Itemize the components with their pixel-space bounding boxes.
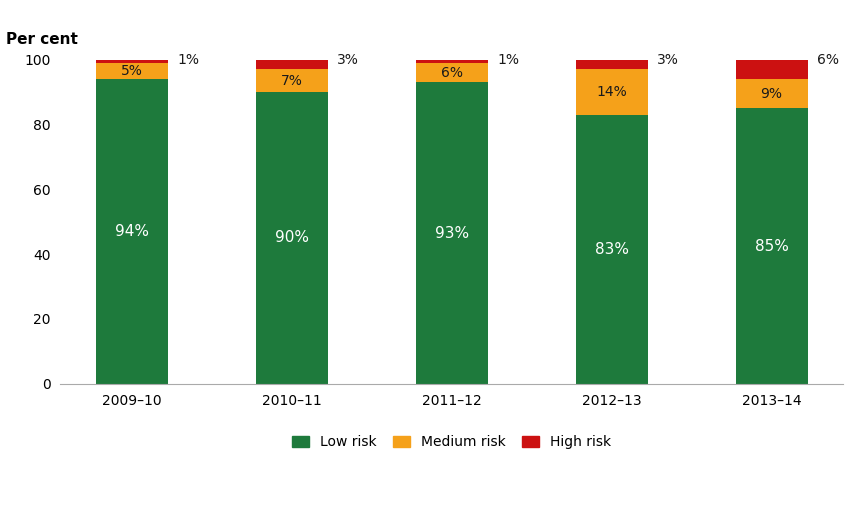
Text: 83%: 83%: [595, 242, 629, 257]
Text: 93%: 93%: [434, 226, 469, 241]
Bar: [735, 60, 807, 79]
Bar: [256, 92, 328, 384]
Text: Per cent: Per cent: [6, 32, 77, 47]
Bar: [96, 79, 168, 384]
Text: 14%: 14%: [596, 85, 627, 99]
Text: 3%: 3%: [657, 53, 679, 67]
Text: 6%: 6%: [440, 66, 463, 80]
Bar: [256, 69, 328, 92]
Bar: [416, 60, 488, 63]
Text: 90%: 90%: [275, 231, 309, 245]
Text: 3%: 3%: [338, 53, 359, 67]
Bar: [416, 63, 488, 83]
Bar: [576, 60, 648, 69]
Bar: [256, 60, 328, 69]
Bar: [735, 108, 807, 384]
Text: 1%: 1%: [497, 53, 519, 67]
Bar: [96, 60, 168, 63]
Bar: [416, 83, 488, 384]
Bar: [96, 63, 168, 79]
Bar: [576, 115, 648, 384]
Text: 6%: 6%: [817, 53, 839, 67]
Text: 1%: 1%: [177, 53, 200, 67]
Text: 7%: 7%: [281, 74, 303, 88]
Text: 9%: 9%: [760, 87, 782, 101]
Text: 94%: 94%: [115, 224, 149, 239]
Legend: Low risk, Medium risk, High risk: Low risk, Medium risk, High risk: [286, 429, 617, 455]
Text: 85%: 85%: [755, 239, 788, 254]
Bar: [735, 79, 807, 108]
Bar: [576, 69, 648, 115]
Text: 5%: 5%: [121, 64, 143, 78]
